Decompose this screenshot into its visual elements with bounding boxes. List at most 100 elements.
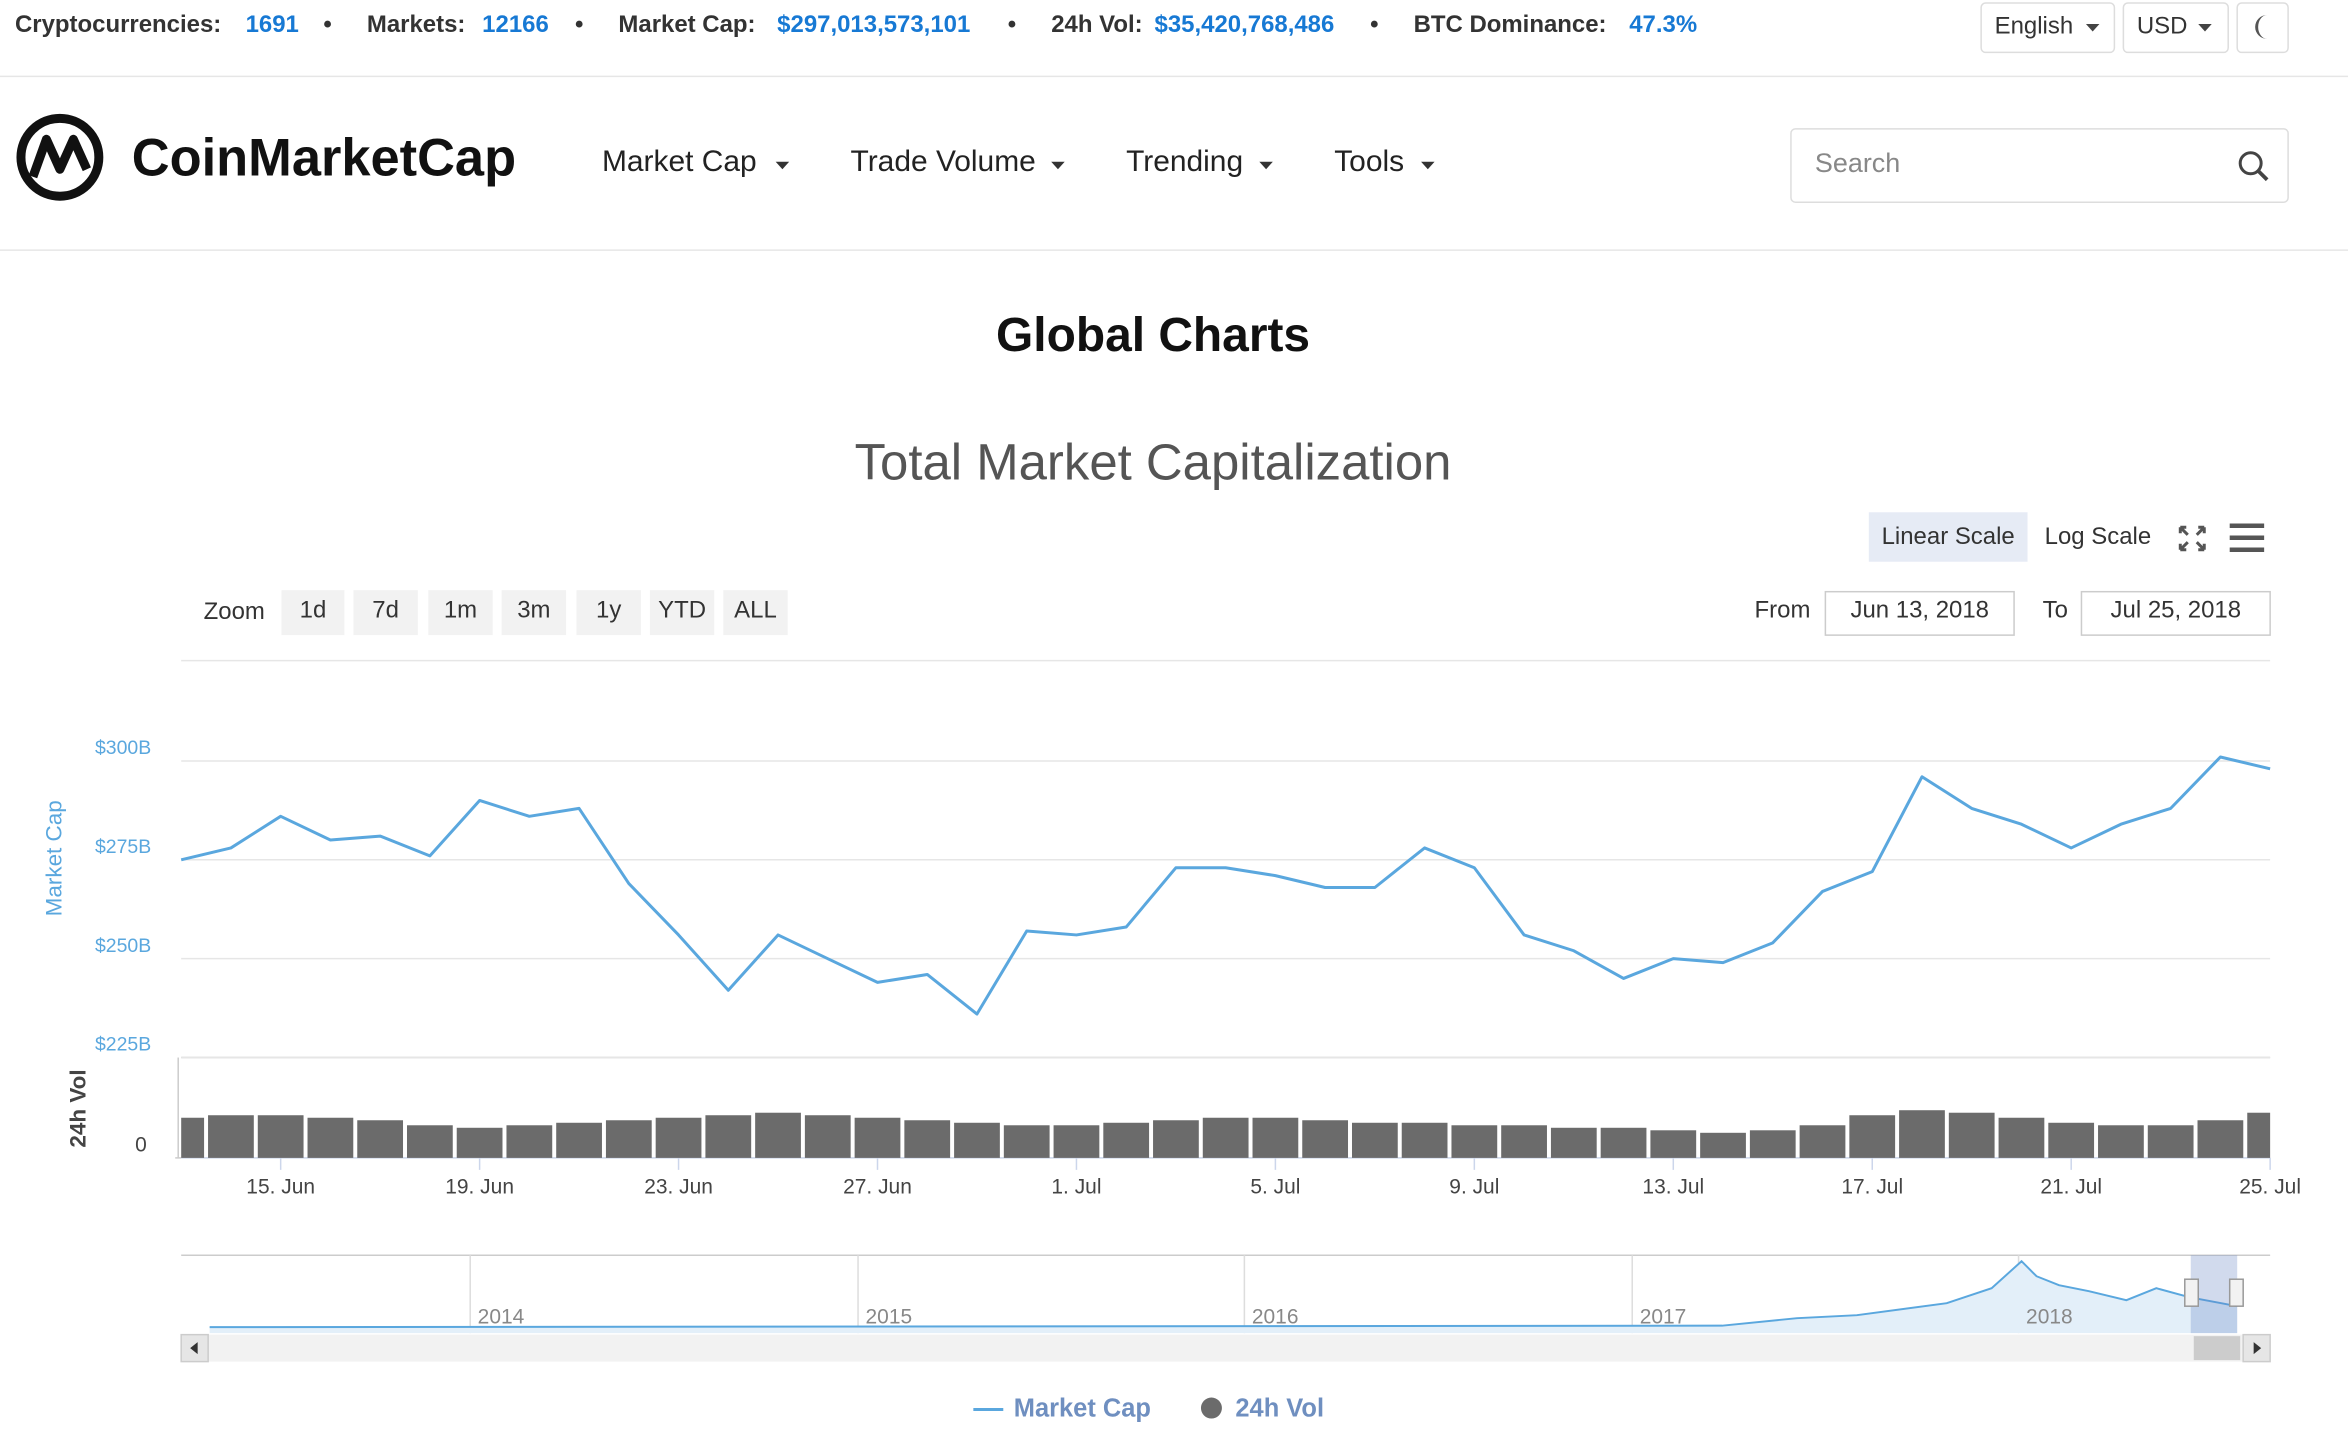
volume-bar bbox=[904, 1120, 951, 1158]
stat-label: Markets: bbox=[367, 11, 466, 38]
volume-bar bbox=[1600, 1127, 1647, 1158]
menu-item[interactable]: Tools bbox=[1334, 145, 1404, 178]
y-tick-label: $275B bbox=[95, 836, 151, 858]
logo-text[interactable]: CoinMarketCap bbox=[132, 130, 516, 188]
volume-bar bbox=[1153, 1120, 1199, 1158]
x-tick-label: 9. Jul bbox=[1449, 1175, 1499, 1198]
date-input[interactable] bbox=[2080, 590, 2271, 636]
x-tick-label: 13. Jul bbox=[1642, 1175, 1704, 1198]
volume-bar bbox=[307, 1117, 354, 1158]
stat-label: Cryptocurrencies: bbox=[15, 11, 221, 38]
volume-bar bbox=[1849, 1115, 1896, 1158]
stat-label: 24h Vol: bbox=[1051, 11, 1142, 38]
search-placeholder[interactable]: Search bbox=[1815, 148, 1900, 178]
menu-icon[interactable] bbox=[2229, 523, 2265, 552]
navigator-label: 2016 bbox=[1252, 1306, 1299, 1329]
volume-bar bbox=[854, 1117, 901, 1158]
zoom-button-bg[interactable] bbox=[281, 590, 345, 636]
caret bbox=[1421, 161, 1435, 170]
y-tick-label: $250B bbox=[95, 935, 151, 957]
y-tick-label: $300B bbox=[95, 737, 151, 759]
page-title: Global Charts bbox=[996, 309, 1310, 362]
zoom-button[interactable]: 1d bbox=[300, 596, 327, 623]
dark-mode-toggle[interactable] bbox=[2236, 2, 2289, 54]
navigator-label: 2017 bbox=[1640, 1306, 1687, 1329]
zoom-buttons: 1d 7d 1m 3m 1y YTD ALL bbox=[281, 590, 788, 636]
scale-button[interactable]: Linear Scale bbox=[1882, 523, 2015, 550]
y-axis-label: Market Cap bbox=[41, 800, 66, 916]
menu-item[interactable]: Market Cap bbox=[602, 145, 757, 178]
volume-bar bbox=[1103, 1122, 1150, 1158]
zoom-button[interactable]: 1y bbox=[596, 596, 621, 623]
stat-value: $297,013,573,101 bbox=[777, 11, 970, 38]
zoom-button-bg[interactable] bbox=[428, 590, 493, 636]
scale-button[interactable]: Log Scale bbox=[2045, 523, 2152, 550]
navigator-label: 2015 bbox=[866, 1306, 913, 1329]
volume-bar bbox=[1899, 1110, 1945, 1158]
y2-tick-label: 0 bbox=[135, 1133, 147, 1156]
volume-bar bbox=[2147, 1125, 2194, 1158]
volume-bar bbox=[2247, 1112, 2271, 1158]
zoom-button[interactable]: YTD bbox=[658, 596, 706, 623]
volume-bar bbox=[456, 1127, 503, 1158]
volume-bar bbox=[605, 1120, 652, 1158]
y-tick-label: $225B bbox=[95, 1034, 151, 1056]
zoom-button-bg[interactable] bbox=[723, 590, 788, 636]
volume-bar bbox=[1749, 1130, 1796, 1158]
bullet: • bbox=[1008, 11, 1016, 38]
x-tick-label: 5. Jul bbox=[1250, 1175, 1300, 1198]
stat-label: Market Cap: bbox=[618, 11, 755, 38]
to-label: To bbox=[2043, 596, 2068, 623]
volume-bar bbox=[2048, 1122, 2095, 1158]
zoom-button-bg[interactable] bbox=[576, 590, 641, 636]
stat-value: 47.3% bbox=[1629, 11, 1697, 38]
legend: Market Cap 24h Vol bbox=[973, 1394, 1324, 1422]
currency-select[interactable]: USD bbox=[2122, 2, 2229, 54]
volume-bar bbox=[208, 1115, 254, 1158]
search-box[interactable]: Search bbox=[1790, 128, 2289, 203]
zoom-button[interactable]: 3m bbox=[517, 596, 550, 623]
currency[interactable]: USD bbox=[2137, 12, 2188, 39]
volume-bar bbox=[181, 1117, 205, 1158]
logo[interactable]: CoinMarketCap bbox=[16, 113, 516, 201]
y2-axis-label: 24h Vol bbox=[65, 1069, 90, 1147]
volume-bar bbox=[705, 1115, 752, 1158]
volume-bar bbox=[357, 1120, 404, 1158]
from-date[interactable]: Jun 13, 2018 bbox=[1850, 596, 1988, 623]
to-date[interactable]: Jul 25, 2018 bbox=[2111, 596, 2241, 623]
language[interactable]: English bbox=[1995, 12, 2074, 39]
volume-bar bbox=[1650, 1130, 1697, 1158]
volume-bar bbox=[1202, 1117, 1249, 1158]
language-select[interactable]: English bbox=[1980, 2, 2116, 54]
caret bbox=[1259, 161, 1273, 170]
volume-bar bbox=[954, 1122, 1000, 1158]
legend-entry[interactable]: 24h Vol bbox=[1235, 1394, 1324, 1422]
navigator: 2014 2015 2016 2017 2018 bbox=[180, 1254, 2271, 1363]
bullet: • bbox=[1370, 11, 1378, 38]
date-input[interactable] bbox=[1824, 590, 2015, 636]
navigator-label: 2018 bbox=[2026, 1306, 2073, 1329]
volume-bar bbox=[1401, 1122, 1448, 1158]
fullscreen-icon[interactable] bbox=[2178, 525, 2206, 552]
volume-bar bbox=[1799, 1125, 1846, 1158]
volume-bar bbox=[1948, 1112, 1995, 1158]
zoom-button[interactable]: ALL bbox=[734, 596, 777, 623]
zoom-button[interactable]: 7d bbox=[372, 596, 399, 623]
menu-item[interactable]: Trending bbox=[1126, 145, 1243, 178]
zoom-button-bg[interactable] bbox=[649, 590, 715, 636]
zoom-label: Zoom bbox=[204, 598, 265, 625]
legend-entry[interactable]: Market Cap bbox=[1014, 1394, 1151, 1422]
zoom-button-bg[interactable] bbox=[501, 590, 567, 636]
data-line bbox=[180, 755, 2271, 1016]
x-tick-label: 19. Jun bbox=[445, 1175, 514, 1198]
menu-item[interactable]: Trade Volume bbox=[851, 145, 1036, 178]
legend-swatch[interactable] bbox=[1200, 1397, 1222, 1419]
zoom-button-bg[interactable] bbox=[353, 590, 418, 636]
volume-bar bbox=[1501, 1125, 1547, 1158]
zoom-button[interactable]: 1m bbox=[444, 596, 477, 623]
volume-bar bbox=[1700, 1132, 1746, 1158]
x-tick-label: 25. Jul bbox=[2239, 1175, 2301, 1198]
volume-bar bbox=[2098, 1125, 2144, 1158]
plot: $225B $250B $275B $300B 0 15. Jun 19. Jun 23. J… bbox=[95, 737, 2301, 1198]
